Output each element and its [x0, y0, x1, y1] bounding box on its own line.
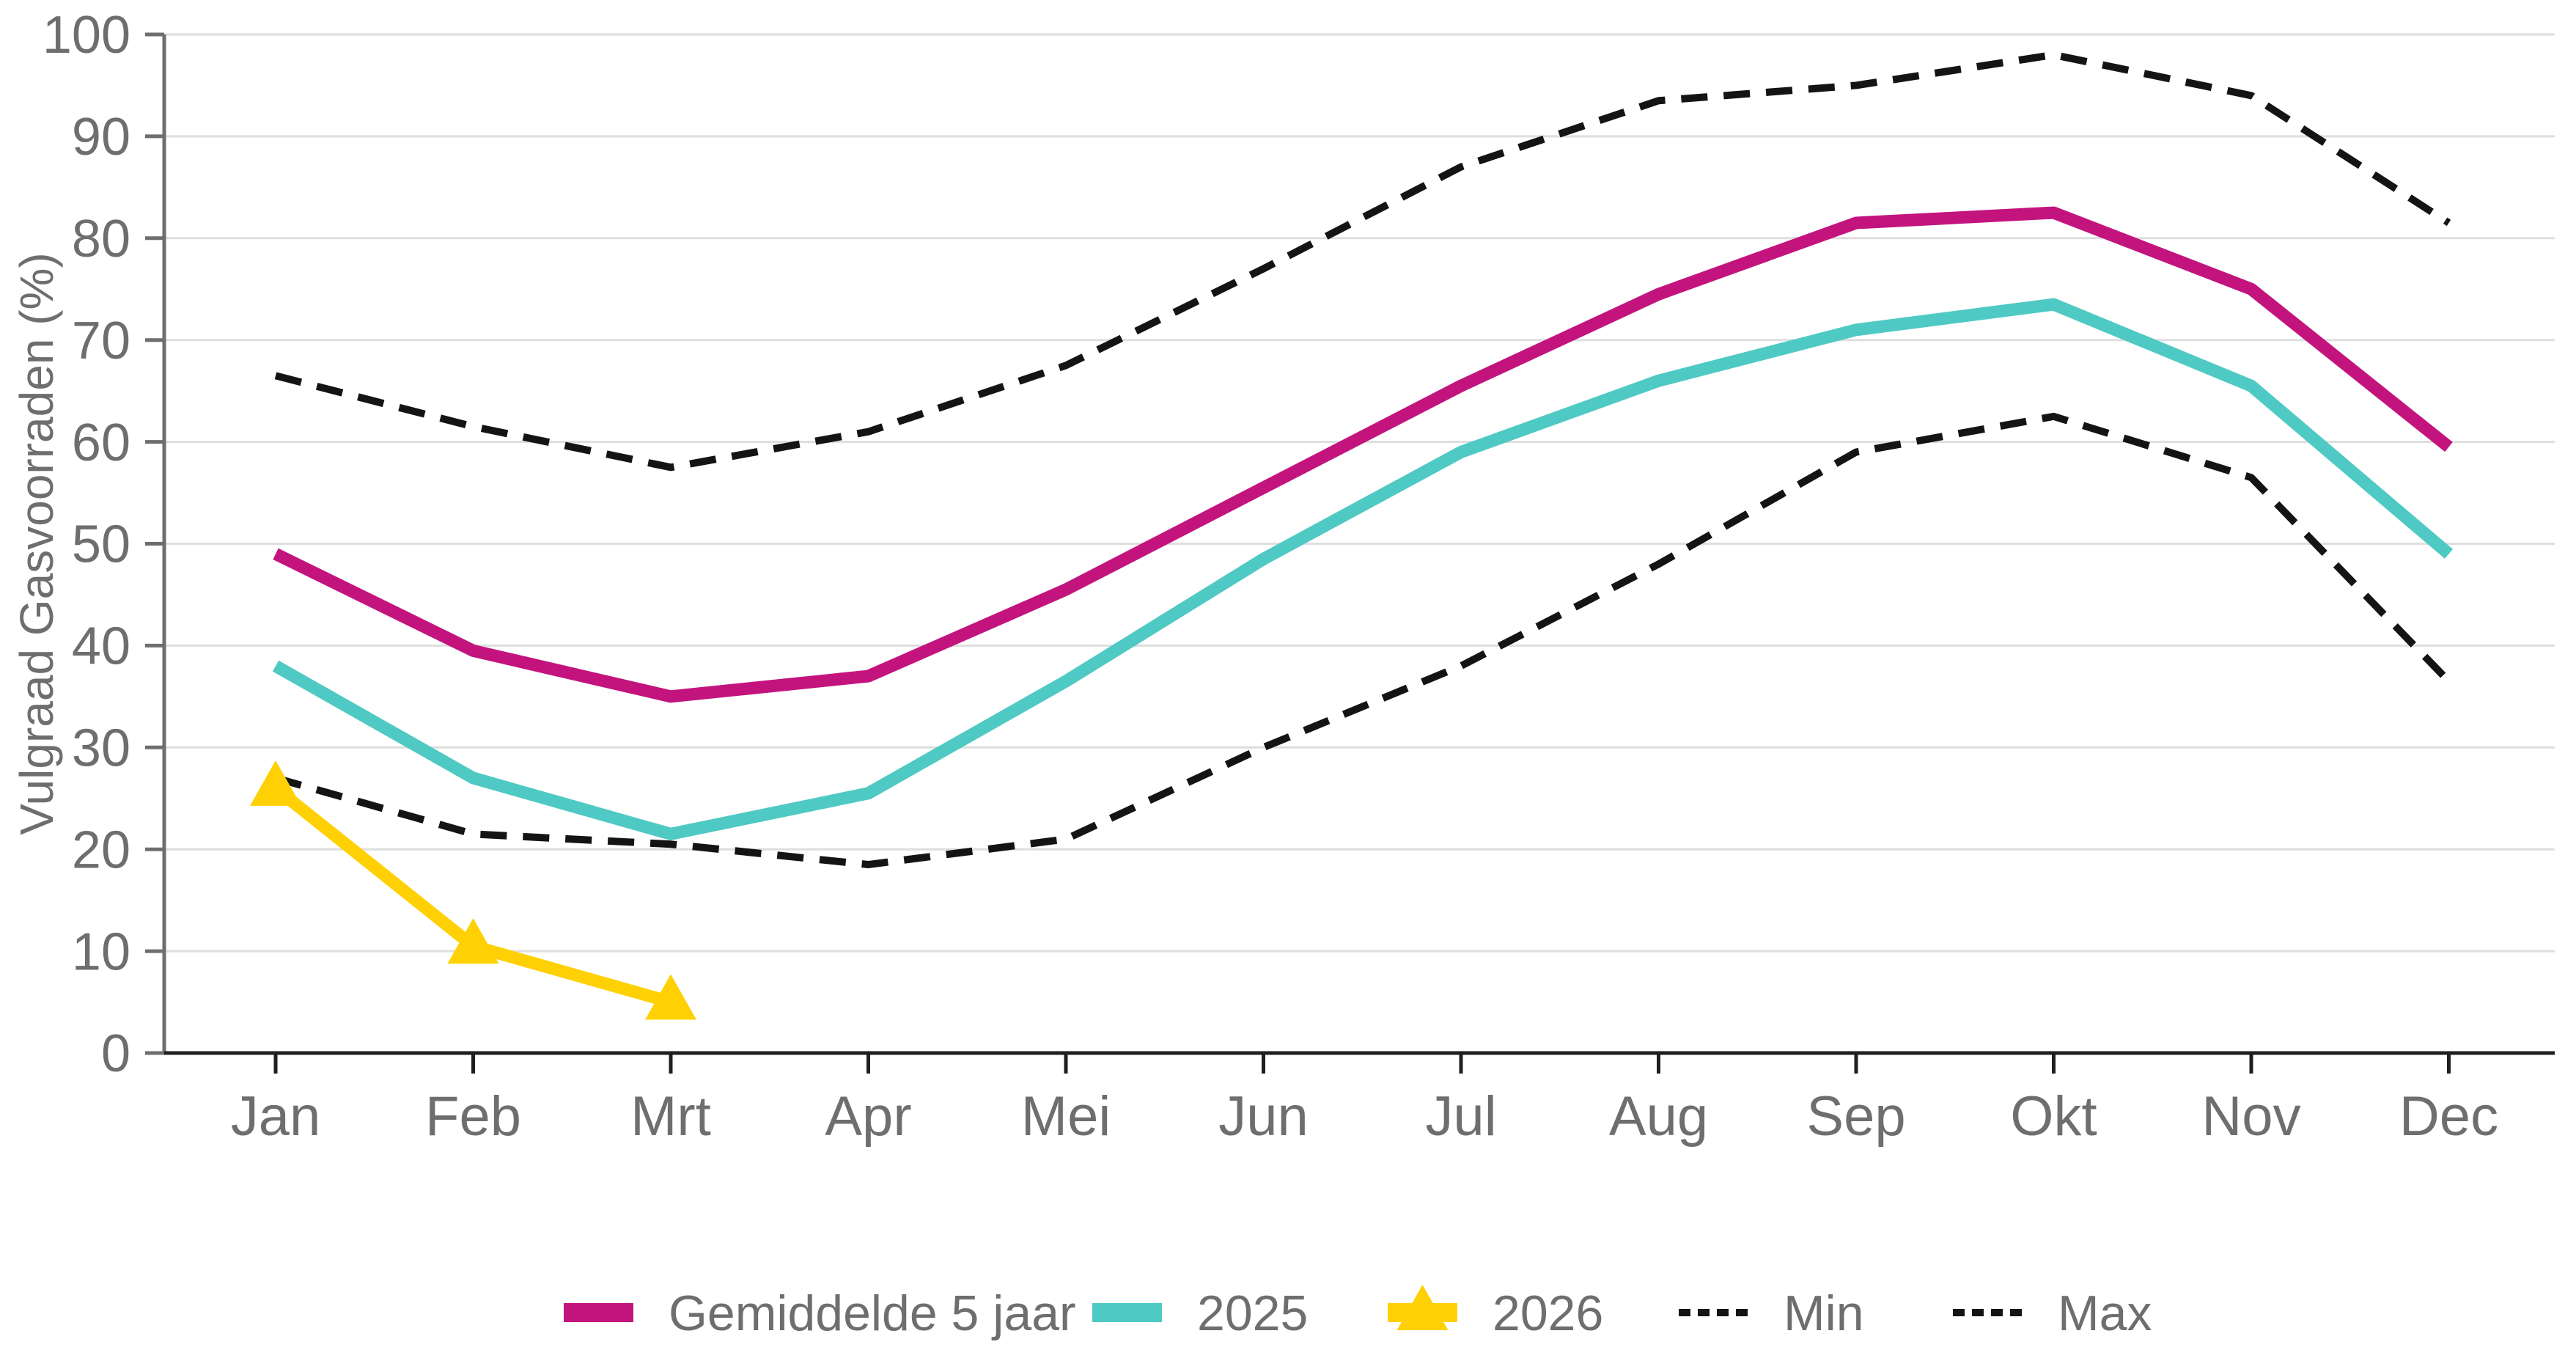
legend: Gemiddelde 5 jaar 2025 2026 Min Max [564, 1285, 2152, 1341]
y-axis: 0 10 20 30 40 50 60 70 80 90 100 Vulgraad Gasvoorra… [10, 6, 166, 1083]
series-max [274, 51, 2451, 472]
legend-label: 2025 [1197, 1285, 1308, 1341]
x-tick-label: Feb [425, 1085, 521, 1148]
legend-swatch-line [1092, 1303, 1162, 1322]
series-line-max [274, 51, 2451, 472]
series-line-min [274, 412, 2452, 869]
y-tick-label: 20 [72, 821, 130, 879]
y-tick-label: 30 [72, 719, 130, 778]
x-tick-label: Jan [231, 1085, 321, 1148]
legend-label: Min [1784, 1285, 1864, 1341]
y-axis-title: Vulgraad Gasvoorraden (%) [10, 252, 63, 834]
y-tick-label: 90 [72, 108, 130, 166]
series-gemiddelde-5-jaar [273, 206, 2453, 703]
legend-label: 2026 [1493, 1285, 1603, 1341]
legend-label: Gemiddelde 5 jaar [669, 1285, 1076, 1341]
x-tick-label: Nov [2201, 1085, 2300, 1148]
legend-item-max: Max [1953, 1285, 2152, 1341]
legend-item-2025: 2025 [1092, 1285, 1308, 1341]
x-axis: Jan Feb Mrt Apr Mei Jun Jul Aug Sep Okt Nov Dec [164, 1051, 2555, 1148]
legend-item-gemiddelde-5-jaar: Gemiddelde 5 jaar [564, 1285, 1076, 1341]
legend-swatch-line [564, 1303, 633, 1322]
legend-label: Max [2058, 1285, 2152, 1341]
series-line-2025 [272, 298, 2454, 840]
x-tick-label: Dec [2399, 1085, 2498, 1148]
x-tick-label: Mei [1021, 1085, 1111, 1148]
y-tick-label: 10 [72, 922, 130, 981]
legend-swatch-marker [1396, 1285, 1449, 1330]
x-tick-label: Jun [1218, 1085, 1309, 1148]
y-tick-label: 0 [101, 1024, 130, 1083]
x-tick-label: Jul [1425, 1085, 1496, 1148]
x-tick-label: Apr [825, 1085, 911, 1148]
series-line-gemiddelde-5-jaar [273, 206, 2453, 703]
y-tick-label: 70 [72, 312, 130, 370]
y-tick-label: 60 [72, 414, 130, 472]
y-tick-label: 80 [72, 210, 130, 268]
y-tick-label: 40 [72, 617, 130, 676]
series-2025 [272, 298, 2454, 840]
y-tick-label: 100 [43, 6, 130, 65]
x-tick-label: Okt [2010, 1085, 2097, 1148]
y-tick-label: 50 [72, 516, 130, 574]
triangle-marker [250, 760, 301, 806]
legend-item-2026: 2026 [1388, 1285, 1603, 1341]
x-tick-label: Aug [1609, 1085, 1708, 1148]
legend-item-min: Min [1679, 1285, 1864, 1341]
x-tick-label: Sep [1806, 1085, 1905, 1148]
series-min [274, 412, 2452, 869]
triangle-marker [447, 918, 499, 964]
gridlines [164, 33, 2555, 953]
x-tick-label: Mrt [630, 1085, 711, 1148]
series-2026 [250, 760, 696, 1020]
triangle-marker [645, 974, 696, 1020]
